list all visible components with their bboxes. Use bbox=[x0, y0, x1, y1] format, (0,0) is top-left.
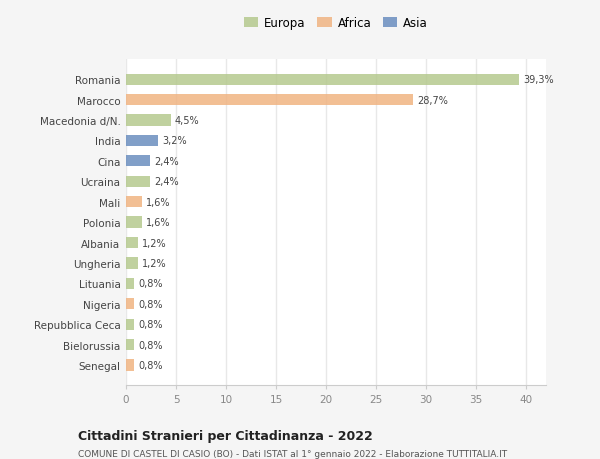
Bar bbox=[126, 298, 134, 310]
Bar bbox=[126, 319, 134, 330]
Bar bbox=[126, 217, 142, 228]
Bar bbox=[126, 115, 171, 126]
Bar bbox=[126, 196, 142, 208]
Bar bbox=[126, 278, 134, 289]
Text: 39,3%: 39,3% bbox=[523, 75, 554, 85]
Text: 1,6%: 1,6% bbox=[146, 218, 170, 228]
Text: 0,8%: 0,8% bbox=[138, 319, 163, 330]
Text: 1,2%: 1,2% bbox=[142, 238, 167, 248]
Text: 0,8%: 0,8% bbox=[138, 279, 163, 289]
Text: Cittadini Stranieri per Cittadinanza - 2022: Cittadini Stranieri per Cittadinanza - 2… bbox=[78, 429, 373, 442]
Bar bbox=[126, 176, 150, 187]
Text: 1,6%: 1,6% bbox=[146, 197, 170, 207]
Text: 1,2%: 1,2% bbox=[142, 258, 167, 269]
Bar bbox=[126, 95, 413, 106]
Text: 0,8%: 0,8% bbox=[138, 340, 163, 350]
Bar bbox=[126, 237, 138, 249]
Text: 28,7%: 28,7% bbox=[417, 95, 448, 106]
Bar bbox=[126, 156, 150, 167]
Bar bbox=[126, 359, 134, 371]
Text: 3,2%: 3,2% bbox=[162, 136, 187, 146]
Bar bbox=[126, 74, 519, 86]
Bar bbox=[126, 258, 138, 269]
Text: 0,8%: 0,8% bbox=[138, 360, 163, 370]
Text: 0,8%: 0,8% bbox=[138, 299, 163, 309]
Legend: Europa, Africa, Asia: Europa, Africa, Asia bbox=[241, 13, 431, 34]
Bar bbox=[126, 135, 158, 147]
Text: COMUNE DI CASTEL DI CASIO (BO) - Dati ISTAT al 1° gennaio 2022 - Elaborazione TU: COMUNE DI CASTEL DI CASIO (BO) - Dati IS… bbox=[78, 449, 507, 458]
Text: 2,4%: 2,4% bbox=[154, 157, 179, 167]
Text: 2,4%: 2,4% bbox=[154, 177, 179, 187]
Text: 4,5%: 4,5% bbox=[175, 116, 200, 126]
Bar bbox=[126, 339, 134, 350]
